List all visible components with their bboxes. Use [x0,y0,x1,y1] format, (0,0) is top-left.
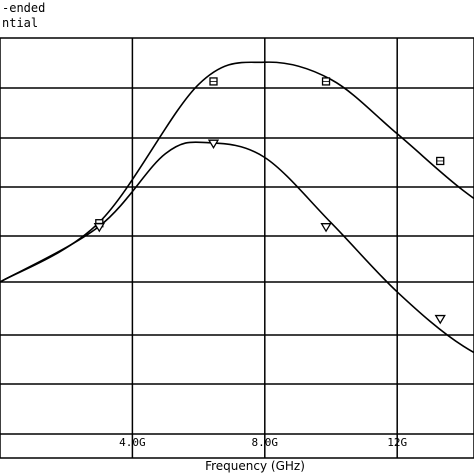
series-2-line [0,141,474,354]
x-tick-label: 12G [387,436,407,449]
series-2-marker [434,314,446,325]
x-tick-label: 8.0G [252,436,279,449]
x-tick-labels: 4.0G8.0G12G16G [119,436,407,449]
plot-frame [0,37,474,459]
series-1-line [0,61,474,283]
series-layer [0,61,474,354]
series-2-marker [93,223,105,233]
grid [0,38,474,458]
x-tick-label: 4.0G [119,436,146,449]
legend-entry-1: -ended [2,1,45,15]
series-2-marker [207,139,220,149]
legend-entry-2: ntial [2,16,38,30]
marker-layer [93,77,446,325]
series-2-marker [320,223,332,233]
x-axis-title: Frequency (GHz) [205,459,305,473]
